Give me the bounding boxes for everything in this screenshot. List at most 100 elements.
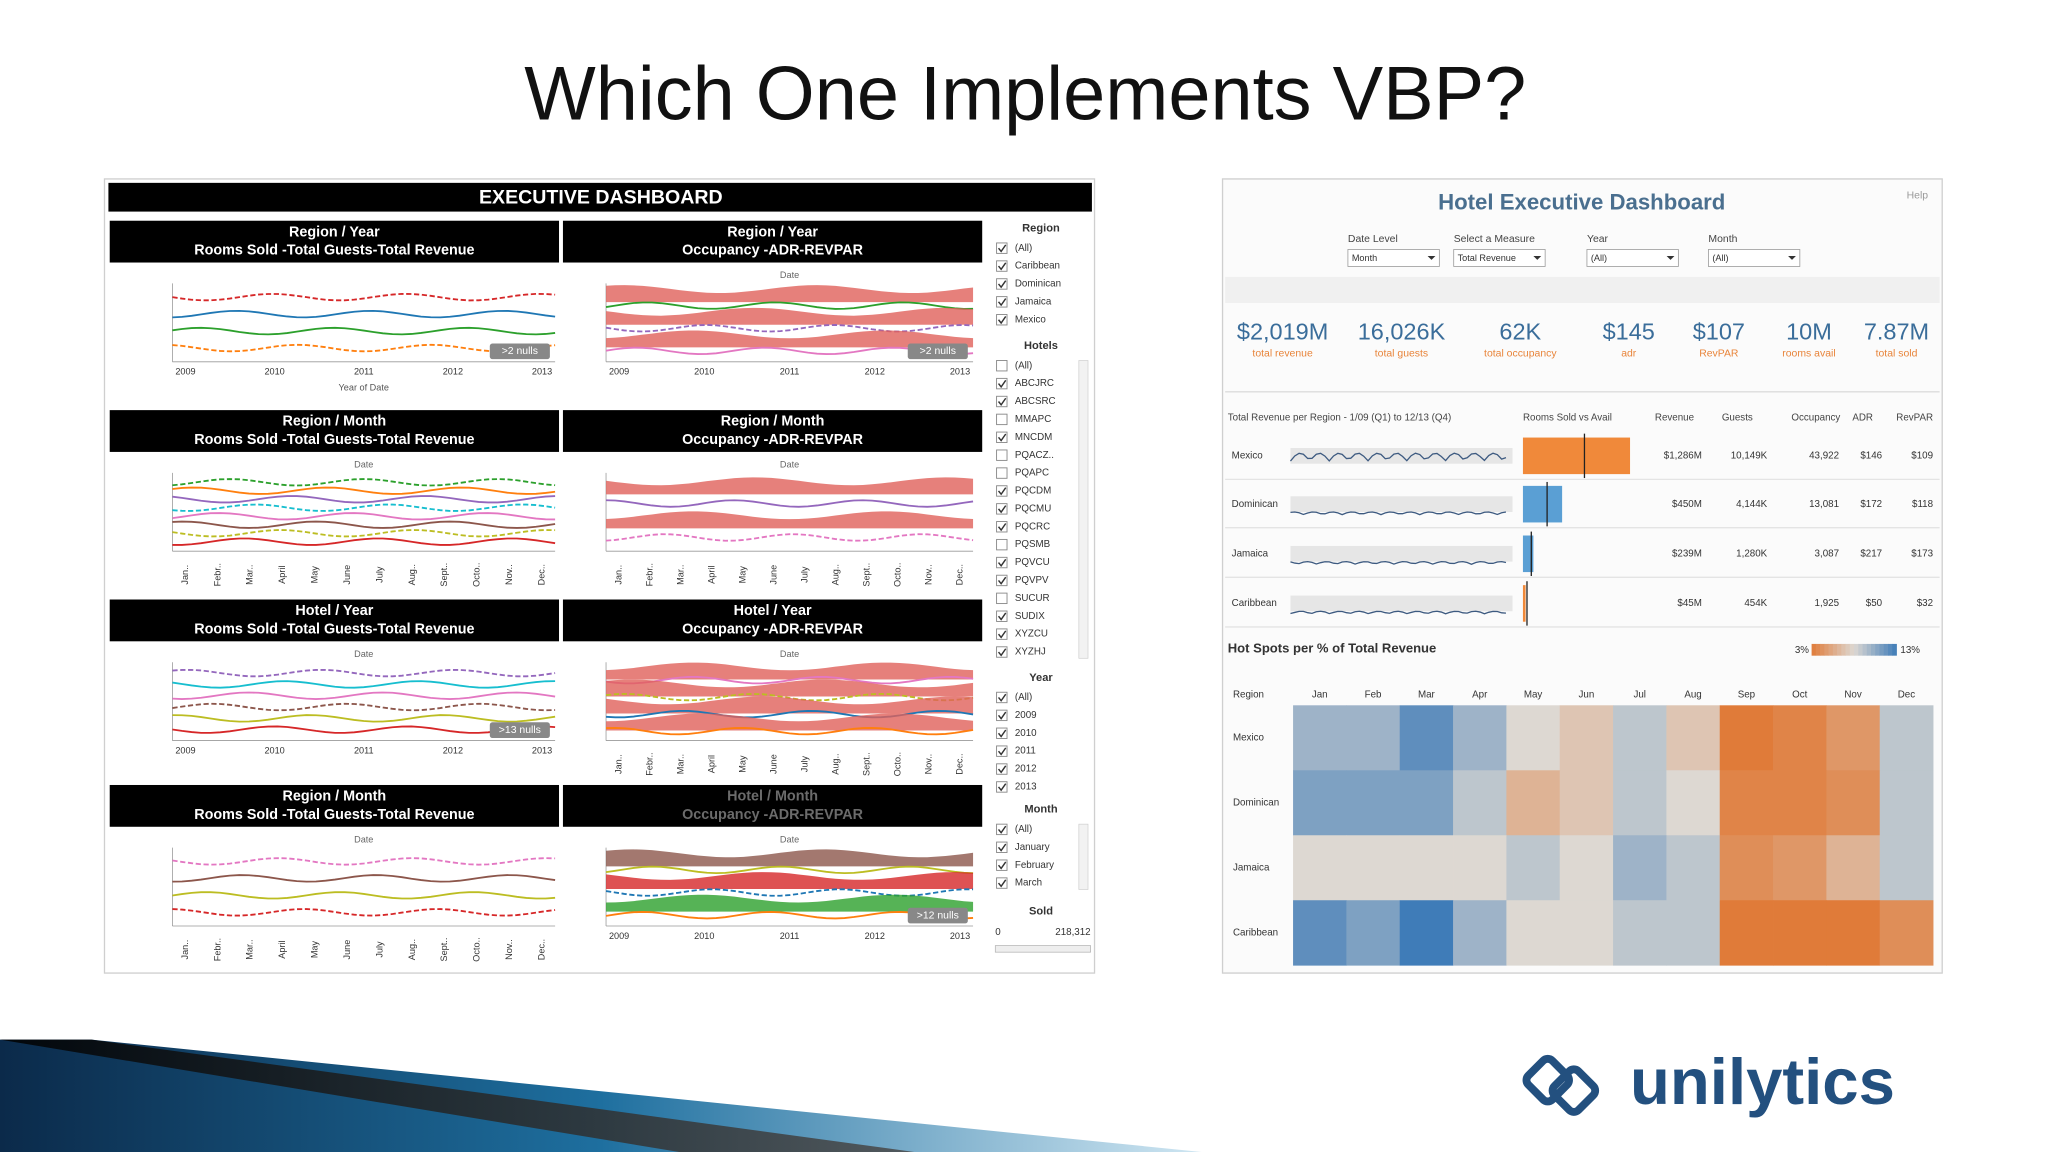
- table-header: ADR: [1852, 413, 1873, 424]
- legend-swatch: [1871, 643, 1876, 656]
- dropdown[interactable]: [1453, 249, 1546, 267]
- table-cell: 454K: [1744, 598, 1767, 609]
- heatmap-cell: [1346, 705, 1401, 771]
- heatmap-cell: [1293, 835, 1347, 901]
- logo-icon: [1522, 1054, 1600, 1116]
- heatmap-cell: [1826, 835, 1881, 901]
- slider[interactable]: [994, 945, 1091, 953]
- rooms-bar: [1522, 585, 1526, 622]
- filter-checkbox: [996, 556, 1008, 569]
- x-tick-label: April: [706, 755, 716, 773]
- line-decoration: [172, 486, 556, 495]
- line-decoration: [605, 301, 974, 310]
- line-decoration: [172, 495, 556, 504]
- x-tick-label: Nov..: [504, 939, 514, 960]
- heatmap-cell: [1346, 835, 1401, 901]
- filter-item: PQCMU: [1015, 503, 1051, 514]
- line-decoration: [605, 533, 974, 542]
- table-cell: $50: [1866, 598, 1883, 609]
- dropdown[interactable]: [1708, 249, 1801, 267]
- filter-checkbox: [996, 709, 1008, 722]
- kpi-value: 7.87M: [1864, 318, 1929, 344]
- date-label: Date: [354, 649, 373, 659]
- table-cell: $1,286M: [1664, 450, 1702, 461]
- filter-checkbox: [996, 395, 1008, 408]
- x-tick-label: 2011: [780, 931, 800, 941]
- x-tick-label: May: [737, 755, 747, 773]
- x-tick-label: Dec..: [536, 939, 546, 960]
- x-tick-label: June: [342, 940, 352, 960]
- heatmap-cell: [1559, 705, 1614, 771]
- legend-swatch: [1828, 643, 1834, 656]
- sparkline: [1290, 610, 1506, 615]
- filter-check: [997, 262, 1007, 271]
- filter-title: Year: [1029, 672, 1053, 684]
- filter-item: Dominican: [1015, 279, 1061, 290]
- table-cell: $450M: [1672, 499, 1702, 510]
- scrollbar: [1078, 823, 1089, 890]
- heatmap-column-label: Mar: [1418, 689, 1436, 700]
- heatmap-column-label: Aug: [1684, 689, 1701, 700]
- panel-subtitle: Rooms Sold -Total Guests-Total Revenue: [194, 432, 474, 448]
- dropdown[interactable]: [1586, 249, 1679, 267]
- help-link[interactable]: Help: [1907, 191, 1929, 202]
- legend-swatch: [1854, 643, 1859, 656]
- filter-check: [997, 630, 1007, 639]
- filter-checkbox: [996, 877, 1008, 889]
- area-decoration: [606, 849, 974, 867]
- filter-title: Hotels: [1024, 340, 1058, 352]
- heatmap-cell: [1399, 900, 1454, 966]
- x-tick-label: July: [374, 566, 384, 583]
- heatmap-cell: [1506, 770, 1561, 836]
- dropdown-value: (All): [1591, 253, 1607, 263]
- control-label: Year: [1587, 234, 1609, 245]
- x-tick-label: Nov..: [923, 564, 933, 585]
- table-cell: 1,280K: [1736, 548, 1767, 559]
- x-tick-label: Dec..: [954, 753, 964, 774]
- line-decoration: [172, 343, 556, 353]
- filter-check: [997, 487, 1007, 496]
- x-tick-label: 2013: [532, 745, 552, 755]
- filter-checkbox: [996, 377, 1008, 390]
- control-label: Month: [1708, 234, 1737, 245]
- filter-check: [997, 280, 1007, 289]
- x-tick-label: Aug..: [830, 564, 840, 585]
- heatmap-row-label: Caribbean: [1233, 927, 1278, 938]
- filter-check: [997, 397, 1007, 406]
- dropdown-arrow: [1533, 256, 1542, 260]
- heatmap-cell: [1559, 770, 1614, 836]
- heatmap-cell: [1613, 705, 1667, 771]
- line-decoration: [172, 691, 556, 700]
- line-decoration: [172, 680, 556, 689]
- filter-checkbox: [996, 574, 1008, 587]
- filter-item: PQCRC: [1015, 521, 1050, 532]
- filter-checkbox: [996, 727, 1008, 739]
- area-decoration: [606, 679, 974, 697]
- filter-item: PQVCU: [1015, 557, 1050, 568]
- panel-header: [562, 220, 983, 263]
- legend-swatch: [1875, 643, 1880, 656]
- filter-item: ABCJRC: [1015, 378, 1054, 389]
- kpi-label: rooms avail: [1782, 349, 1835, 360]
- area-decoration: [606, 477, 974, 495]
- panel-title: Region / Month: [283, 789, 387, 805]
- heatmap-cell: [1773, 770, 1827, 836]
- filter-item: Jamaica: [1015, 296, 1052, 307]
- table-cell: $45M: [1677, 598, 1701, 609]
- dropdown[interactable]: [1347, 249, 1440, 267]
- filter-item: SUDIX: [1015, 611, 1045, 622]
- area-decoration: [606, 307, 974, 325]
- table-cell: 4,144K: [1736, 499, 1767, 510]
- x-tick-label: July: [374, 941, 384, 958]
- kpi-label: total revenue: [1252, 349, 1313, 360]
- row-label: Mexico: [1232, 450, 1264, 461]
- filter-check: [997, 433, 1007, 442]
- nulls-badge-label: >12 nulls: [917, 910, 959, 921]
- filter-checkbox: [996, 823, 1008, 836]
- dropdown-value: (All): [1712, 253, 1728, 263]
- panel-subtitle: Rooms Sold -Total Guests-Total Revenue: [194, 807, 474, 823]
- nulls-badge: [489, 343, 550, 360]
- filter-checkbox: [996, 781, 1008, 793]
- table-cell: $118: [1912, 499, 1934, 510]
